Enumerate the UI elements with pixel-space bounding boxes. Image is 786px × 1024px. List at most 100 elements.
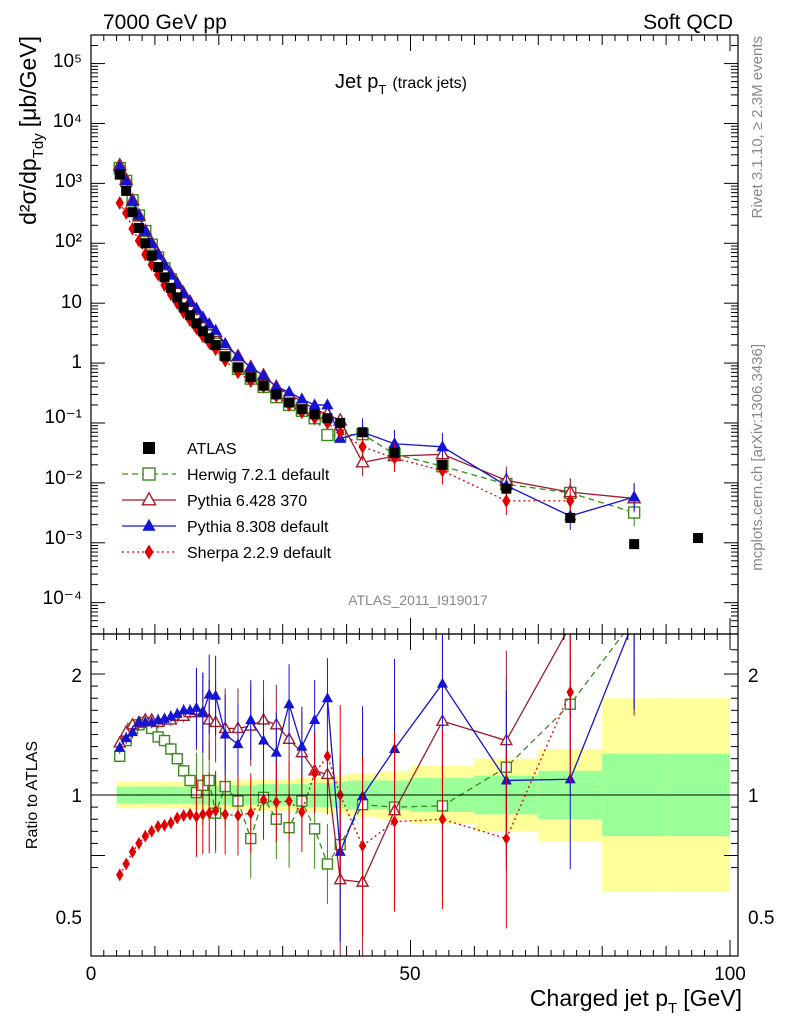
legend-label-0: ATLAS	[187, 441, 237, 458]
main-panel-series	[112, 157, 704, 550]
ratio-point-2-14	[203, 688, 215, 699]
ratio-tick-label-2-right: 2	[748, 666, 759, 687]
point-3-23	[308, 398, 321, 410]
ratio-point-2-28	[436, 677, 448, 688]
point-0-28	[437, 459, 448, 470]
ratio-point-2-17	[232, 738, 244, 749]
point-0-26	[357, 427, 368, 438]
x-tick-labels: 0 50 100	[86, 964, 746, 985]
point-0-11	[185, 310, 196, 321]
ratio-point-3-12	[192, 810, 201, 824]
point-4-25	[336, 425, 345, 440]
legend-label-2: Pythia 6.428 370	[187, 493, 307, 510]
y-tick-labels: 10⁻⁴ 10⁻³ 10⁻² 10⁻¹ 1 10 10² 10³ 10⁴ 10⁵	[43, 51, 82, 609]
ratio-point-3-8	[167, 816, 175, 830]
ratio-panel-series	[113, 634, 635, 956]
point-0-10	[178, 302, 189, 313]
point-0-4	[140, 238, 151, 249]
legend-entry-2: Pythia 6.428 370	[122, 491, 307, 510]
ratio-point-2-1	[120, 732, 132, 743]
point-0-7	[159, 272, 170, 283]
legend-marker-3	[142, 518, 156, 531]
plot-title-sub: T	[378, 82, 386, 97]
ratio-point-3-13	[199, 808, 207, 821]
series-0	[114, 169, 704, 550]
ratio-point-2-24	[321, 692, 333, 703]
ratio-point-3-24	[323, 750, 332, 763]
ratio-point-2-18	[245, 713, 257, 724]
ratio-point-3-14	[205, 806, 213, 820]
point-3-27	[388, 437, 401, 449]
ratio-point-0-8	[165, 743, 177, 755]
x-axis-label-sub: T	[668, 1000, 677, 1017]
ratio-point-3-27	[390, 815, 399, 828]
ratio-point-3-1	[122, 857, 130, 871]
plot-title: Jet pT (track jets)	[335, 71, 467, 97]
ratio-tick-label-2-left: 2	[71, 666, 82, 687]
ratio-tick-label-0.5-right: 0.5	[748, 908, 774, 929]
point-0-30	[565, 512, 576, 523]
point-3-0	[113, 160, 126, 172]
y-tick-label-1e-3: 10⁻³	[45, 528, 83, 549]
point-0-1	[121, 185, 132, 196]
legend-entry-4: Sherpa 2.2.9 default	[122, 544, 332, 562]
point-0-20	[271, 389, 282, 400]
ratio-point-2-21	[283, 698, 295, 709]
ratio-point-3-10	[179, 809, 188, 822]
point-3-22	[295, 392, 308, 404]
ratio-tick-label-1-left: 1	[71, 786, 82, 807]
y-axis-label: d²σ/dpTdy [μb/GeV]	[15, 36, 47, 225]
plot-title-main: Jet p	[335, 71, 378, 93]
ratio-point-3-15	[211, 804, 220, 817]
ratio-point-3-22	[298, 805, 306, 819]
point-4-30	[566, 494, 575, 508]
point-1-24	[321, 428, 334, 442]
header-process-label: Soft QCD	[643, 11, 733, 34]
ratio-point-0-9	[171, 753, 183, 765]
point-3-31	[628, 490, 641, 502]
point-3-20	[270, 380, 283, 392]
point-3-18	[244, 360, 257, 372]
point-0-12	[191, 318, 202, 329]
ratio-point-3-29	[502, 832, 511, 845]
ratio-point-3-6	[154, 820, 162, 833]
legend-marker-0	[143, 442, 155, 454]
point-0-15	[210, 340, 221, 351]
point-0-3	[133, 222, 144, 233]
ratio-series-3	[116, 634, 574, 936]
legend-entry-1: Herwig 7.2.1 default	[122, 467, 330, 484]
point-0-32	[693, 533, 704, 544]
ratio-point-3-7	[160, 819, 169, 832]
point-3-24	[321, 398, 334, 410]
ratio-series-2	[114, 634, 635, 942]
ratio-point-3-2	[128, 845, 137, 859]
ratio-point-2-13	[197, 706, 209, 717]
y-tick-label-1e4: 10⁴	[53, 111, 82, 132]
ratio-point-3-17	[234, 809, 242, 822]
point-3-2	[126, 194, 139, 206]
legend-marker-1	[142, 467, 156, 481]
point-0-8	[165, 282, 176, 293]
point-4-29	[502, 494, 511, 508]
ratio-point-2-22	[296, 740, 308, 751]
ratio-point-3-0	[116, 868, 124, 882]
ratio-point-3-28	[438, 812, 447, 826]
point-0-25	[335, 417, 346, 428]
ratio-point-3-11	[186, 808, 194, 821]
x-axis-label-unit: [GeV]	[683, 985, 742, 1011]
ratio-point-2-0	[114, 741, 126, 752]
point-0-31	[629, 539, 640, 550]
point-3-17	[231, 349, 245, 361]
point-3-19	[257, 368, 270, 380]
ratio-point-3-4	[141, 829, 150, 843]
side-label-rivet: Rivet 3.1.10, ≥ 2.3M events	[749, 36, 766, 219]
y-tick-label-1e-2: 10⁻²	[45, 468, 83, 489]
ratio-point-2-19	[258, 734, 270, 745]
ratio-point-0-7	[158, 734, 171, 747]
y-tick-label-1e3: 10³	[55, 171, 82, 192]
point-3-21	[283, 385, 296, 397]
ratio-point-0-23	[308, 823, 321, 835]
header-energy-label: 7000 GeV pp	[103, 11, 227, 34]
axis-ticks	[90, 34, 738, 956]
